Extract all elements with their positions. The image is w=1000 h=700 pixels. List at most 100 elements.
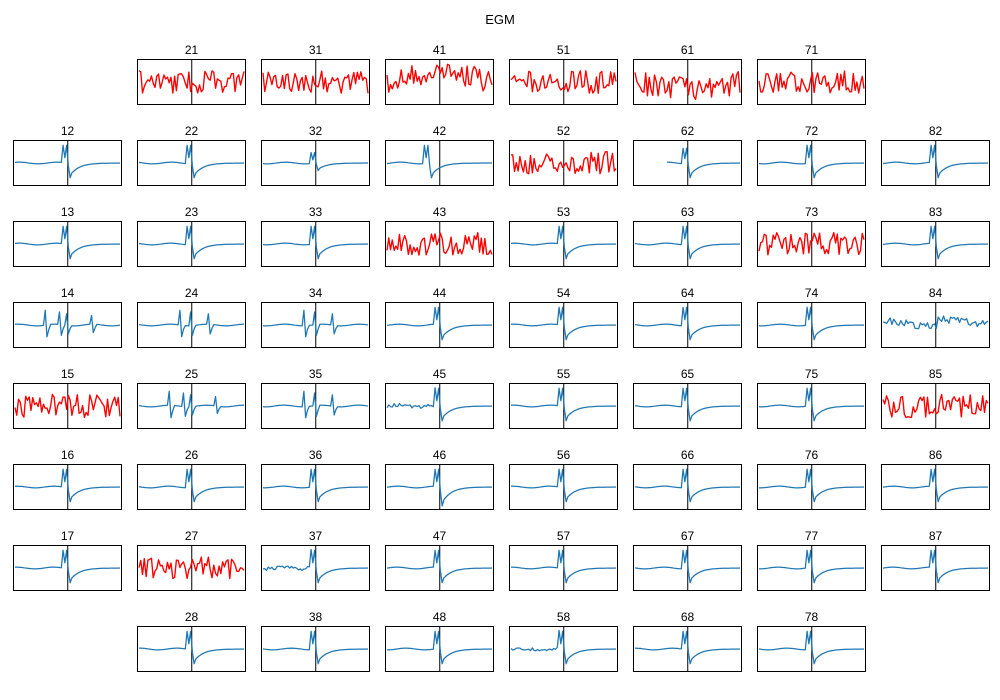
waveform-trace [634,546,741,590]
plot-box [633,464,742,510]
subplot-84: 84 [881,287,990,348]
waveform-trace [386,546,493,590]
plot-box [137,302,246,348]
subplot-38: 38 [261,611,370,672]
subplot-title: 63 [633,206,742,219]
subplot-28: 28 [137,611,246,672]
waveform-trace [634,465,741,509]
subplot-25: 25 [137,368,246,429]
subplot-71: 71 [757,44,866,105]
subplot-63: 63 [633,206,742,267]
subplot-title: 14 [13,287,122,300]
waveform-trace [138,222,245,266]
plot-box [881,383,990,429]
plot-box [757,545,866,591]
waveform-trace [510,627,617,671]
subplot-title: 66 [633,449,742,462]
subplot-title: 28 [137,611,246,624]
subplot-title: 86 [881,449,990,462]
subplot-73: 73 [757,206,866,267]
subplot-44: 44 [385,287,494,348]
plot-box [757,140,866,186]
plot-box [137,626,246,672]
subplot-86: 86 [881,449,990,510]
subplot-title: 15 [13,368,122,381]
subplot-title: 58 [509,611,618,624]
plot-box [509,626,618,672]
waveform-trace [14,303,121,347]
subplot-title: 77 [757,530,866,543]
subplot-67: 67 [633,530,742,591]
waveform-trace [386,141,493,185]
subplot-76: 76 [757,449,866,510]
subplot-title: 71 [757,44,866,57]
subplot-21: 21 [137,44,246,105]
plot-box [137,140,246,186]
subplot-title: 17 [13,530,122,543]
plot-box [137,545,246,591]
subplot-12: 12 [13,125,122,186]
subplot-title: 27 [137,530,246,543]
subplot-65: 65 [633,368,742,429]
subplot-title: 75 [757,368,866,381]
plot-box [385,383,494,429]
subplot-27: 27 [137,530,246,591]
waveform-trace [758,465,865,509]
plot-box [13,464,122,510]
waveform-trace [882,222,989,266]
plot-box [633,140,742,186]
plot-box [757,302,866,348]
subplot-title: 83 [881,206,990,219]
subplot-title: 48 [385,611,494,624]
plot-box [881,140,990,186]
subplot-title: 65 [633,368,742,381]
subplot-title: 36 [261,449,370,462]
waveform-trace [634,627,741,671]
waveform-trace [882,546,989,590]
subplot-title: 57 [509,530,618,543]
subplot-title: 73 [757,206,866,219]
waveform-trace [758,60,865,104]
subplot-47: 47 [385,530,494,591]
subplot-83: 83 [881,206,990,267]
plot-box [757,383,866,429]
subplot-34: 34 [261,287,370,348]
waveform-trace [882,141,989,185]
subplot-31: 31 [261,44,370,105]
plot-box [13,383,122,429]
waveform-trace [262,546,369,590]
waveform-trace [758,141,865,185]
subplot-title: 67 [633,530,742,543]
waveform-trace [138,303,245,347]
subplot-48: 48 [385,611,494,672]
subplot-title: 24 [137,287,246,300]
waveform-trace [882,465,989,509]
subplot-35: 35 [261,368,370,429]
subplot-title: 45 [385,368,494,381]
subplot-52: 52 [509,125,618,186]
subplot-title: 22 [137,125,246,138]
subplot-78: 78 [757,611,866,672]
subplot-title: 33 [261,206,370,219]
subplot-55: 55 [509,368,618,429]
subplot-title: 12 [13,125,122,138]
subplot-14: 14 [13,287,122,348]
waveform-trace [14,222,121,266]
waveform-trace [510,303,617,347]
plot-box [881,221,990,267]
plot-box [261,59,370,105]
subplot-title: 42 [385,125,494,138]
subplot-title: 85 [881,368,990,381]
figure-title: EGM [0,12,1000,27]
subplot-87: 87 [881,530,990,591]
plot-box [261,464,370,510]
subplot-title: 68 [633,611,742,624]
subplot-title: 87 [881,530,990,543]
subplot-68: 68 [633,611,742,672]
subplot-17: 17 [13,530,122,591]
plot-box [261,383,370,429]
plot-box [509,140,618,186]
subplot-13: 13 [13,206,122,267]
plot-box [261,626,370,672]
plot-box [509,302,618,348]
